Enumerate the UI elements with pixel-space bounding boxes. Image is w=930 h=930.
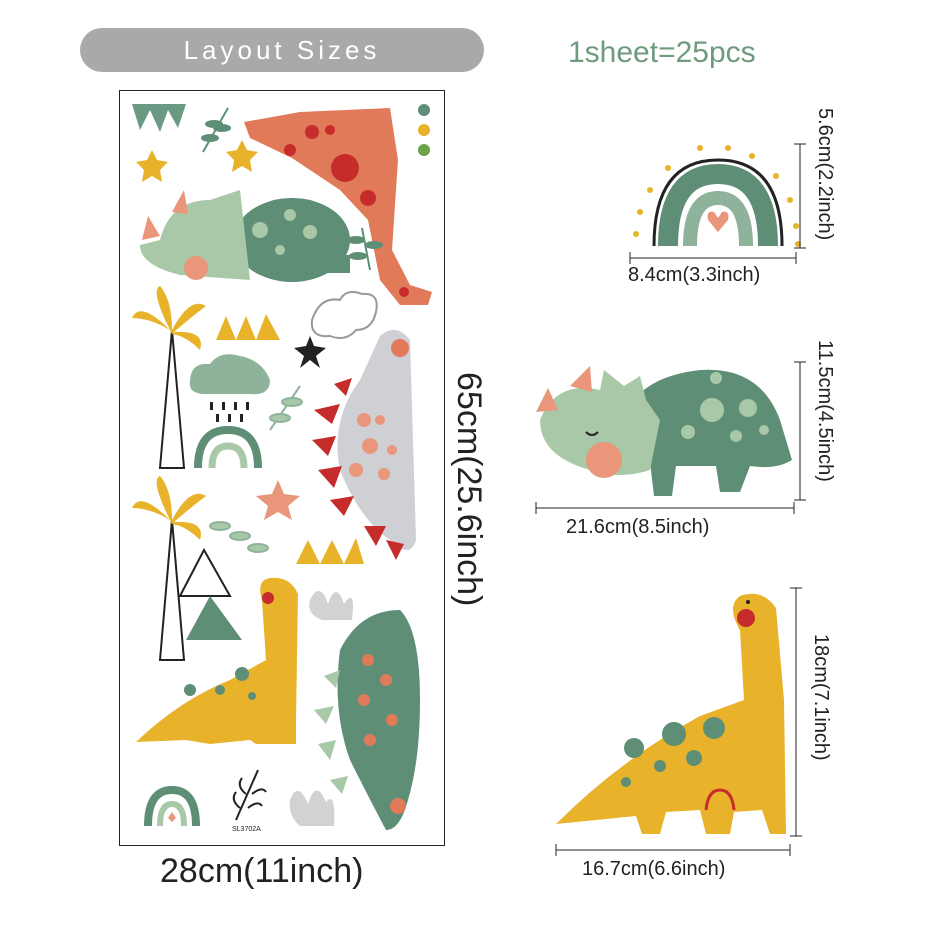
cloud-sticker: [310, 291, 378, 339]
pink-flower-sticker: [256, 480, 300, 520]
green-triceratops-sticker: [140, 190, 350, 282]
fern-leaf-sticker: [201, 107, 231, 153]
green-leaf-sticker: [347, 227, 383, 271]
rainbow-sticker-bottom: [144, 785, 200, 827]
mountain-sticker: [178, 547, 242, 640]
product-code: SL3702A: [232, 826, 261, 833]
sheet-count-label: 1sheet=25pcs: [568, 36, 756, 69]
grey-stegosaurus-sticker: [312, 329, 416, 560]
rain-cloud-sticker: [189, 354, 270, 422]
brontosaurus-height-label: 18cm(7.1inch): [810, 634, 832, 761]
rainbow-sticker-small: [194, 425, 262, 469]
black-star-sticker: [294, 336, 326, 368]
brontosaurus-width-label: 16.7cm(6.6inch): [582, 858, 726, 880]
green-stegosaurus-sticker: [314, 610, 420, 830]
black-fern-sticker: [232, 769, 267, 821]
orange-dinosaur-sticker: [244, 108, 432, 305]
rainbow-width-label: 8.4cm(3.3inch): [628, 264, 761, 286]
bunting-sticker: [132, 104, 186, 132]
yellow-grass-sticker: [216, 314, 364, 564]
palm-tree-sticker: [132, 286, 206, 661]
yellow-brontosaurus-sticker: [136, 577, 298, 744]
layout-sizes-title: Layout Sizes: [80, 28, 484, 72]
sheet-width-label: 28cm(11inch): [160, 852, 364, 890]
grey-leaf-sticker: [289, 590, 353, 826]
light-fern-sticker: [209, 385, 303, 553]
yellow-flower-sticker: [136, 140, 258, 182]
triceratops-width-label: 21.6cm(8.5inch): [566, 516, 710, 538]
badge-icons: [418, 104, 430, 156]
